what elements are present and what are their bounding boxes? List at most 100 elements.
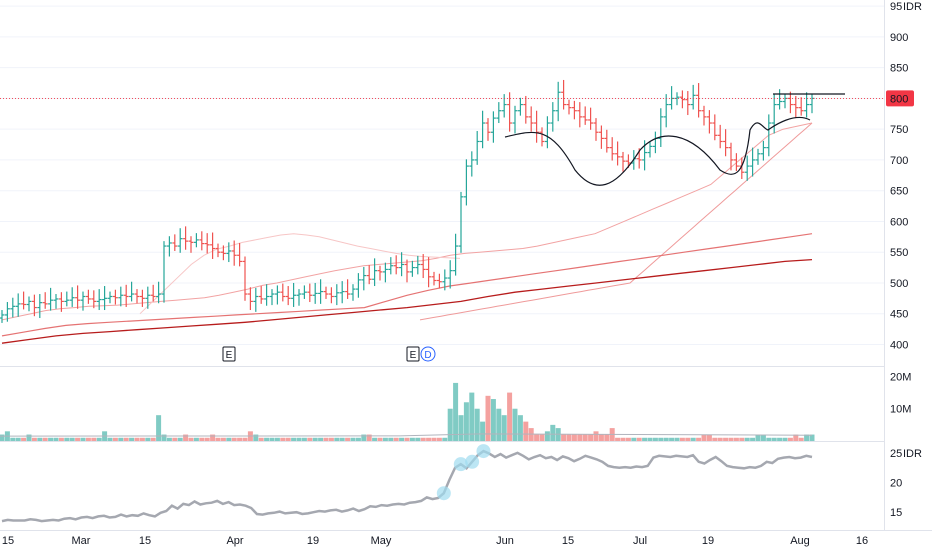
volume-bar bbox=[382, 437, 388, 441]
ohlc-bar bbox=[15, 293, 21, 317]
volume-bar bbox=[150, 437, 156, 441]
volume-bar bbox=[64, 437, 70, 441]
ohlc-bar bbox=[523, 95, 529, 124]
price-tick-label: 450 bbox=[890, 309, 908, 321]
ohlc-bar bbox=[204, 233, 210, 254]
ohlc-bar bbox=[534, 110, 540, 143]
moving-average-line bbox=[1, 233, 813, 337]
volume-bar bbox=[26, 434, 32, 441]
ohlc-bar bbox=[318, 279, 324, 304]
ohlc-bar bbox=[274, 285, 280, 305]
ohlc-bar bbox=[620, 151, 626, 172]
earnings-event-marker[interactable] bbox=[406, 346, 420, 362]
ohlc-bar bbox=[393, 255, 399, 275]
volume-bar bbox=[323, 437, 329, 441]
time-tick-label: 15 bbox=[139, 535, 151, 547]
volume-bar bbox=[480, 421, 486, 441]
dividend-event-marker[interactable] bbox=[420, 346, 436, 362]
volume-bar bbox=[523, 421, 529, 441]
earnings-event-marker[interactable] bbox=[222, 346, 236, 362]
ohlc-bar bbox=[399, 252, 405, 277]
ohlc-bar bbox=[798, 97, 804, 116]
ohlc-bar bbox=[134, 289, 140, 304]
ohlc-bar bbox=[307, 283, 313, 303]
volume-average-line bbox=[0, 433, 813, 437]
ohlc-bar bbox=[150, 284, 156, 302]
ohlc-bar bbox=[404, 259, 410, 283]
volume-bar bbox=[21, 437, 27, 441]
ohlc-bar bbox=[112, 289, 118, 305]
ohlc-bar bbox=[183, 226, 189, 250]
volume-bar bbox=[539, 434, 545, 441]
ohlc-bar bbox=[712, 114, 718, 141]
volume-bar bbox=[296, 437, 302, 441]
ohlc-bar bbox=[604, 129, 610, 153]
indicator-tick-label: 20 bbox=[890, 478, 902, 490]
volume-bar bbox=[172, 437, 178, 441]
ohlc-bar bbox=[571, 100, 577, 120]
ohlc-bar bbox=[447, 260, 453, 289]
volume-bar bbox=[804, 434, 810, 441]
volume-bar bbox=[85, 437, 91, 441]
ohlc-bar bbox=[91, 290, 97, 309]
ohlc-bar bbox=[485, 118, 491, 141]
ohlc-bar bbox=[75, 285, 81, 309]
price-tick-label: 700 bbox=[890, 155, 908, 167]
time-tick-label: Jun bbox=[496, 535, 514, 547]
ohlc-bar bbox=[431, 271, 437, 286]
ohlc-bar bbox=[690, 84, 696, 110]
volume-bar bbox=[728, 437, 734, 441]
volume-bar bbox=[388, 437, 394, 441]
volume-bar bbox=[490, 399, 496, 441]
ohlc-bar bbox=[809, 93, 815, 114]
volume-bar bbox=[701, 434, 707, 441]
ohlc-bar bbox=[339, 281, 345, 304]
ohlc-bar bbox=[442, 269, 448, 291]
volume-bar bbox=[809, 434, 815, 441]
ohlc-bar bbox=[507, 92, 513, 132]
volume-bar bbox=[215, 437, 221, 441]
drawn-cup-pattern bbox=[504, 116, 811, 186]
event-marker-label: E bbox=[226, 350, 233, 361]
volume-bar bbox=[436, 437, 442, 441]
volume-bar bbox=[339, 437, 345, 441]
volume-bar bbox=[453, 382, 459, 441]
ohlc-bar bbox=[350, 284, 356, 301]
ohlc-bar bbox=[301, 285, 307, 299]
ohlc-bar bbox=[598, 125, 604, 149]
volume-bar bbox=[129, 437, 135, 441]
volume-bar bbox=[674, 437, 680, 441]
volume-bar bbox=[787, 437, 793, 441]
ohlc-bar bbox=[193, 233, 199, 248]
ohlc-bar bbox=[593, 118, 599, 141]
price-tick-label: 400 bbox=[890, 339, 908, 351]
event-marker-label: E bbox=[410, 350, 417, 361]
ohlc-bar bbox=[771, 94, 777, 134]
volume-tick-label: 20M bbox=[890, 371, 911, 383]
volume-bar bbox=[496, 408, 502, 441]
ohlc-bar bbox=[550, 102, 556, 132]
volume-bar bbox=[307, 437, 313, 441]
ohlc-bar bbox=[69, 287, 75, 307]
ohlc-bar bbox=[42, 292, 48, 309]
volume-bar bbox=[642, 437, 648, 441]
ohlc-bar bbox=[782, 93, 788, 109]
volume-bar bbox=[361, 434, 367, 441]
ohlc-bar bbox=[501, 94, 507, 118]
ohlc-bar bbox=[280, 283, 286, 302]
volume-bar bbox=[588, 434, 594, 441]
ohlc-bar bbox=[658, 108, 664, 148]
indicator-signal-marker bbox=[465, 454, 480, 469]
indicator-tick-label: 25 bbox=[890, 448, 902, 460]
currency-label: IDR bbox=[903, 1, 922, 13]
volume-bar bbox=[409, 437, 415, 441]
ohlc-bar bbox=[0, 310, 5, 323]
volume-bar bbox=[717, 437, 723, 441]
volume-bar bbox=[107, 437, 113, 441]
volume-bar bbox=[345, 437, 351, 441]
ohlc-bar bbox=[145, 286, 151, 309]
volume-bar bbox=[404, 437, 410, 441]
ohlc-bar bbox=[215, 243, 221, 258]
volume-bar bbox=[280, 437, 286, 441]
